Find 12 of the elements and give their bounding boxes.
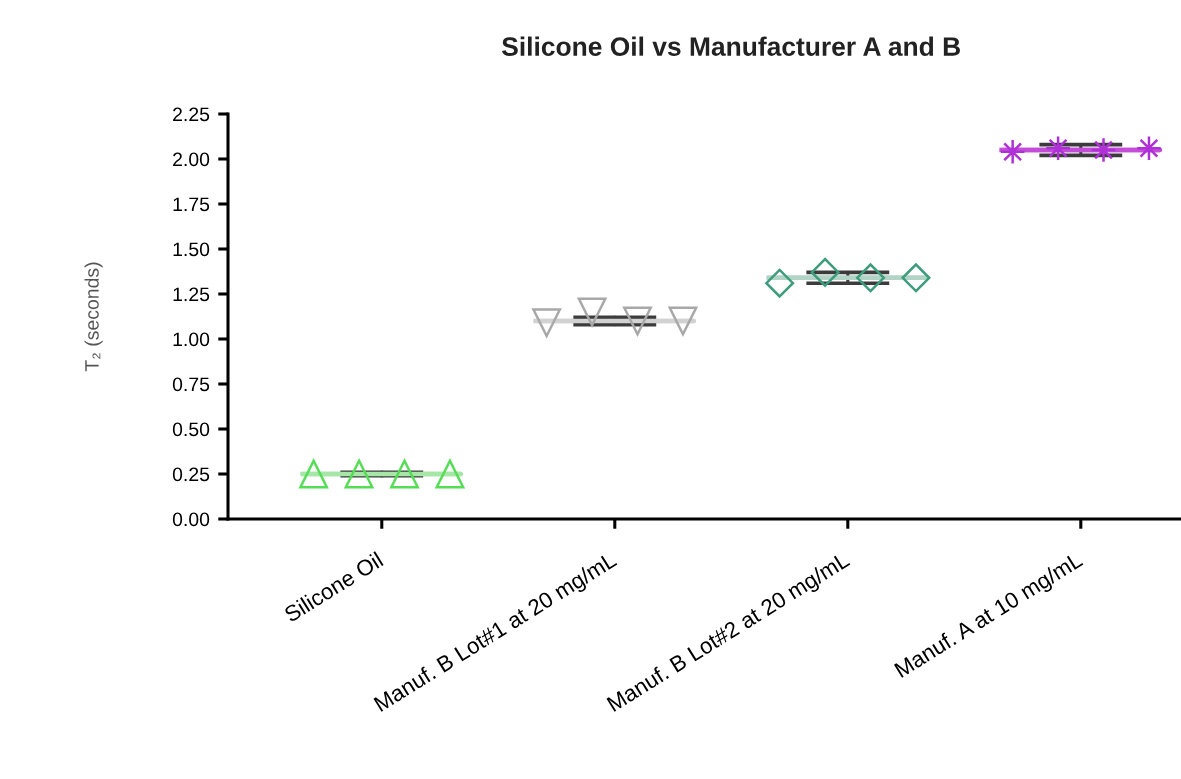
- y-tick-label: 2.00: [173, 152, 210, 167]
- y-tick-label: 0.50: [172, 422, 210, 437]
- y-tick-label: 1.50: [173, 242, 210, 257]
- chart-title: Silicone Oil vs Manufacturer A and B: [501, 36, 960, 56]
- y-tick-label: 0.75: [172, 377, 210, 392]
- y-tick-label: 0.00: [172, 512, 210, 527]
- y-tick-label: 2.25: [173, 107, 210, 122]
- y-tick-label: 1.00: [173, 332, 210, 347]
- y-tick-label: 1.25: [173, 287, 210, 302]
- y-axis-title: T₂ (seconds): [84, 262, 103, 372]
- y-tick-label: 1.75: [173, 197, 210, 212]
- y-tick-label: 0.25: [172, 467, 210, 482]
